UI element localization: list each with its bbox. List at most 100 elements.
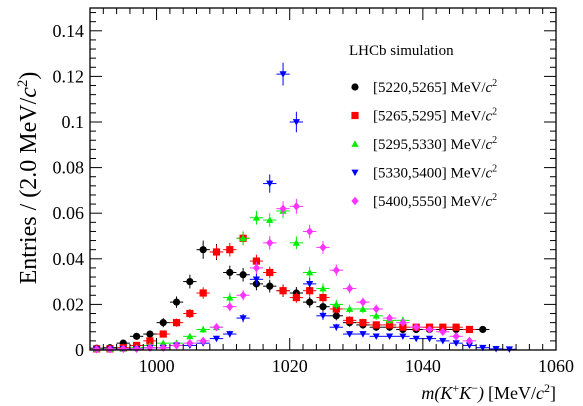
data-point: [385, 313, 394, 323]
data-point: [399, 318, 407, 327]
data-point: [319, 243, 327, 252]
data-point: [212, 248, 221, 256]
data-point: [279, 287, 287, 295]
data-point: [439, 327, 447, 336]
legend-marker: [351, 111, 359, 120]
data-point: [292, 202, 300, 211]
data-point: [133, 332, 141, 340]
data-point: [425, 335, 434, 343]
legend: [5220,5265] MeV/c2 [5265,5295] MeV/c2 [529…: [351, 78, 497, 210]
series-3: [90, 203, 410, 352]
data-point: [492, 345, 500, 353]
data-point: [306, 298, 314, 306]
y-tick-label: 0.08: [53, 158, 85, 178]
data-point: [239, 315, 247, 322]
data-point: [212, 323, 221, 332]
data-point: [465, 325, 474, 334]
data-point: [199, 289, 207, 297]
x-tick-label: 1020: [272, 356, 308, 376]
data-point: [319, 312, 327, 320]
data-point: [146, 343, 154, 352]
data-point: [266, 180, 274, 188]
data-point: [266, 282, 274, 290]
data-point: [399, 323, 407, 331]
data-point: [199, 325, 207, 333]
legend-marker: [351, 83, 359, 91]
legend-marker: [351, 196, 359, 206]
data-point: [346, 316, 354, 324]
data-point: [372, 333, 380, 340]
lhcb-simulation-label: LHCb simulation: [349, 43, 454, 59]
data-point: [399, 333, 407, 340]
data-point: [412, 335, 420, 343]
x-axis-label: m(K+K−) [MeV/c2]: [421, 381, 556, 404]
y-tick-label: 0: [75, 340, 84, 360]
data-point: [479, 325, 487, 334]
data-point: [266, 268, 274, 277]
data-point: [425, 325, 434, 334]
legend-label: [5330,5400] MeV/c2: [373, 164, 497, 182]
data-point: [332, 312, 340, 320]
data-point: [279, 204, 287, 213]
data-point: [146, 330, 154, 338]
y-tick-label: 0.1: [62, 112, 85, 132]
data-point: [252, 276, 261, 283]
data-point: [372, 321, 380, 329]
data-point: [359, 305, 367, 312]
data-point: [199, 246, 207, 254]
data-point: [292, 239, 300, 246]
series-layer: [90, 62, 517, 354]
data-point: [346, 331, 354, 338]
y-tick-label: 0.12: [53, 66, 85, 86]
data-point: [346, 284, 354, 293]
data-point: [226, 293, 234, 301]
series-5: [90, 198, 477, 354]
data-point: [319, 293, 327, 302]
data-point: [226, 302, 234, 311]
data-point: [346, 305, 354, 312]
data-point: [239, 271, 247, 279]
data-point: [372, 312, 380, 319]
x-tick-label: 1060: [538, 356, 574, 376]
data-point: [159, 319, 167, 327]
data-point: [226, 268, 234, 277]
data-point: [452, 332, 460, 341]
y-tick-label: 0.04: [53, 249, 85, 269]
data-point: [372, 304, 380, 314]
data-point: [133, 344, 141, 354]
y-tick-label: 0.06: [53, 203, 85, 223]
data-point: [226, 246, 234, 254]
data-point: [452, 323, 460, 331]
data-point: [332, 324, 340, 331]
data-point: [306, 227, 314, 236]
data-point: [252, 214, 261, 221]
data-point: [292, 119, 300, 126]
data-point: [332, 266, 340, 275]
data-point: [186, 332, 194, 340]
data-point: [412, 323, 420, 332]
data-point: [439, 338, 447, 345]
data-point: [306, 281, 314, 288]
data-point: [385, 321, 394, 329]
data-point: [332, 300, 340, 308]
series-1: [90, 240, 490, 352]
x-tick-label: 1000: [139, 356, 175, 376]
data-point: [385, 333, 394, 340]
data-point: [479, 344, 487, 352]
data-point: [266, 216, 274, 223]
data-point: [239, 291, 247, 300]
x-tick-label: 1040: [405, 356, 441, 376]
data-point: [306, 287, 314, 295]
data-point: [172, 298, 181, 306]
data-point: [292, 293, 300, 302]
legend-label: [5265,5295] MeV/c2: [373, 107, 497, 125]
data-point: [186, 278, 194, 286]
data-point: [93, 345, 101, 354]
data-point: [306, 268, 314, 276]
data-point: [226, 331, 234, 338]
data-point: [266, 238, 274, 248]
data-point: [186, 338, 194, 348]
data-point: [252, 263, 261, 273]
y-tick-label: 0.02: [53, 294, 85, 314]
